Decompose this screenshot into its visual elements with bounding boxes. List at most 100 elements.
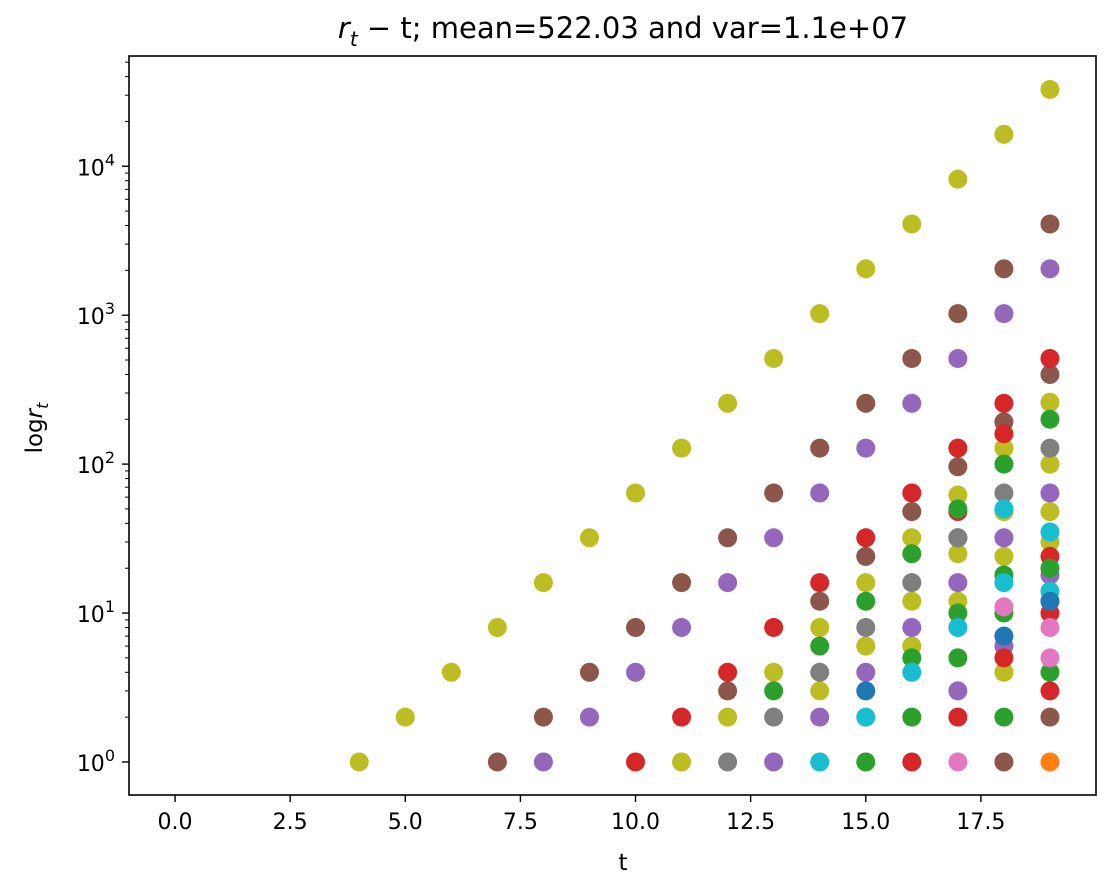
scatter-point <box>672 438 692 458</box>
y-tick-label: 102 <box>77 448 115 479</box>
scatter-point <box>533 573 553 593</box>
scatter-point <box>902 617 922 637</box>
x-tick-label: 7.5 <box>503 810 538 835</box>
ylabel-var: r <box>22 407 48 418</box>
scatter-point <box>1040 438 1060 458</box>
scatter-point <box>948 648 968 668</box>
scatter-point <box>626 662 646 682</box>
scatter-point <box>902 502 922 522</box>
scatter-point <box>994 259 1014 279</box>
scatter-point <box>1040 617 1060 637</box>
scatter-point <box>902 648 922 668</box>
scatter-point <box>948 528 968 548</box>
scatter-point <box>856 707 876 727</box>
scatter-point <box>349 752 369 772</box>
scatter-point <box>579 662 599 682</box>
scatter-point <box>579 528 599 548</box>
y-tick-label: 100 <box>77 746 115 777</box>
scatter-point <box>902 393 922 413</box>
scatter-point <box>1040 681 1060 701</box>
scatter-point <box>948 169 968 189</box>
scatter-point <box>994 573 1014 593</box>
scatter-point <box>764 707 784 727</box>
scatter-point <box>994 662 1014 682</box>
scatter-point <box>533 707 553 727</box>
x-tick-label: 17.5 <box>956 810 1005 835</box>
scatter-point <box>764 681 784 701</box>
scatter-point <box>1040 648 1060 668</box>
scatter-point <box>1040 662 1060 682</box>
x-tick-label: 5.0 <box>388 810 423 835</box>
scatter-point <box>718 528 738 548</box>
scatter-point <box>948 438 968 458</box>
y-tick-label: 104 <box>77 150 115 181</box>
scatter-point <box>810 752 830 772</box>
scatter-point <box>856 662 876 682</box>
x-tick-label: 10.0 <box>611 810 660 835</box>
title-main: ; mean=522.03 and var=1.1e+07 <box>412 11 908 45</box>
scatter-point <box>579 707 599 727</box>
x-tick-label: 15.0 <box>841 810 890 835</box>
x-tick-label: 12.5 <box>726 810 775 835</box>
scatter-point <box>902 707 922 727</box>
scatter-point <box>994 438 1014 458</box>
scatter-point <box>948 304 968 324</box>
scatter-point <box>764 528 784 548</box>
scatter-point <box>994 597 1014 617</box>
scatter-point <box>902 752 922 772</box>
title-math-sub: t <box>350 27 359 51</box>
scatter-point <box>810 707 830 727</box>
scatter-point <box>902 544 922 564</box>
scatter-point <box>1040 364 1060 384</box>
scatter-point <box>994 626 1014 646</box>
scatter-point <box>856 681 876 701</box>
scatter-point <box>718 681 738 701</box>
scatter-point <box>948 707 968 727</box>
scatter-point <box>948 348 968 368</box>
scatter-point <box>718 573 738 593</box>
scatter-point <box>994 499 1014 519</box>
scatter-point <box>902 573 922 593</box>
scatter-point <box>994 424 1014 444</box>
scatter-point <box>810 681 830 701</box>
scatter-point <box>948 617 968 637</box>
x-tick-label: 0.0 <box>158 810 193 835</box>
scatter-point <box>1040 522 1060 542</box>
scatter-point <box>533 752 553 772</box>
scatter-point <box>994 393 1014 413</box>
scatter-point <box>764 617 784 637</box>
scatter-point <box>810 483 830 503</box>
y-ticks: 100 101 102 103 104 <box>77 61 129 777</box>
scatter-point <box>902 214 922 234</box>
scatter-point <box>902 348 922 368</box>
scatter-point <box>856 438 876 458</box>
scatter-point <box>856 393 876 413</box>
scatter-point <box>994 304 1014 324</box>
scatter-point <box>626 483 646 503</box>
scatter-point <box>994 546 1014 566</box>
plot-frame <box>128 55 1097 796</box>
scatter-point <box>1040 392 1060 412</box>
scatter-point <box>810 636 830 656</box>
scatter-point <box>672 752 692 772</box>
chart-title: rt − t; mean=522.03 and var=1.1e+07 <box>338 11 908 51</box>
scatter-point <box>718 393 738 413</box>
scatter-point <box>1040 502 1060 522</box>
data-points <box>349 79 1060 772</box>
scatter-point <box>1040 214 1060 234</box>
scatter-point <box>856 259 876 279</box>
scatter-point <box>856 573 876 593</box>
scatter-point <box>856 591 876 611</box>
scatter-point <box>487 617 507 637</box>
scatter-point <box>1040 558 1060 578</box>
scatter-point <box>856 636 876 656</box>
scatter-point <box>441 662 461 682</box>
scatter-point <box>948 457 968 477</box>
scatter-point <box>994 752 1014 772</box>
scatter-point <box>764 348 784 368</box>
scatter-point <box>626 752 646 772</box>
scatter-point <box>810 573 830 593</box>
y-tick-label: 101 <box>77 597 115 628</box>
scatter-point <box>810 662 830 682</box>
